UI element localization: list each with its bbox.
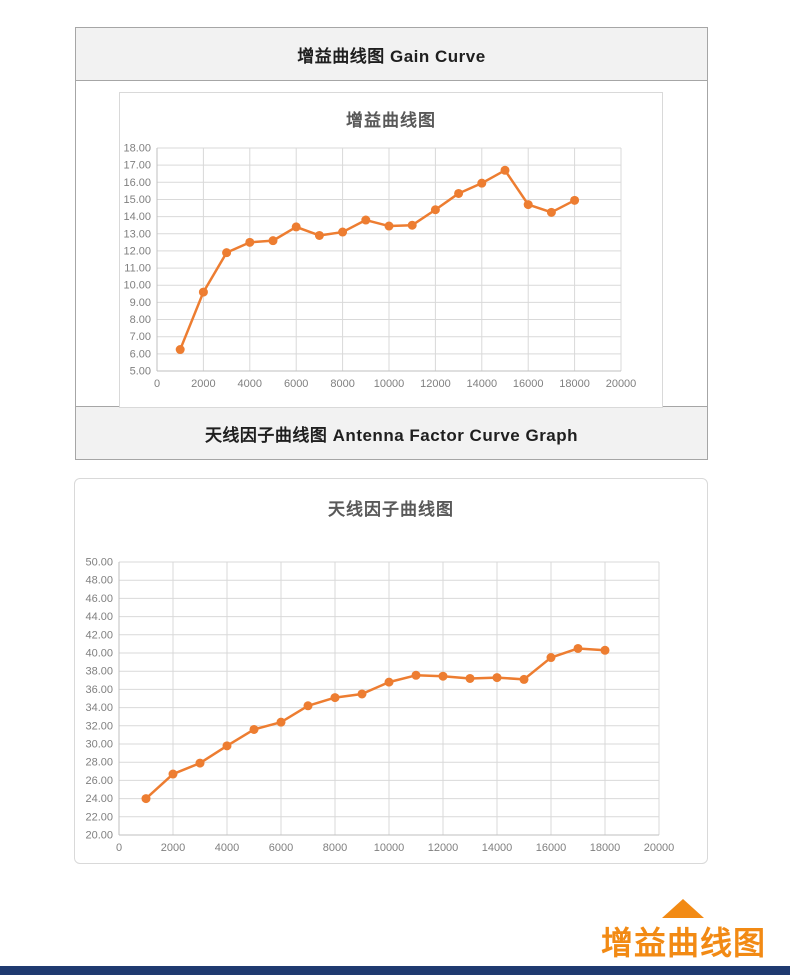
svg-text:13.00: 13.00 xyxy=(123,228,151,240)
svg-text:14000: 14000 xyxy=(467,378,498,390)
svg-text:10000: 10000 xyxy=(374,378,405,390)
svg-text:38.00: 38.00 xyxy=(85,666,113,678)
svg-text:24.00: 24.00 xyxy=(85,793,113,805)
svg-text:4000: 4000 xyxy=(238,378,262,390)
bottom-navy-bar xyxy=(0,966,790,975)
antenna-chart-panel: 天线因子曲线图 20.00 22.00 24.00 26.00 28.00 30.00 32… xyxy=(74,478,708,864)
gain-chart-panel: 增益曲线图 5.00 6.00 7.00 8.00 9.00 10.00 11.00 12.0… xyxy=(119,92,663,408)
svg-text:16000: 16000 xyxy=(513,378,544,390)
svg-text:46.00: 46.00 xyxy=(85,593,113,605)
svg-text:0: 0 xyxy=(116,842,122,854)
svg-text:14000: 14000 xyxy=(482,842,513,854)
svg-text:6000: 6000 xyxy=(269,842,293,854)
svg-text:14.00: 14.00 xyxy=(123,211,151,223)
svg-text:20000: 20000 xyxy=(644,842,675,854)
gain-section-box: 增益曲线图 Gain Curve 增益曲线图 5.00 6.00 7.00 8.00 9… xyxy=(75,27,708,460)
svg-text:10000: 10000 xyxy=(374,842,405,854)
svg-text:16000: 16000 xyxy=(536,842,567,854)
svg-text:8000: 8000 xyxy=(330,378,354,390)
svg-text:16.00: 16.00 xyxy=(123,177,151,189)
svg-text:2000: 2000 xyxy=(161,842,185,854)
svg-text:12000: 12000 xyxy=(420,378,451,390)
svg-text:11.00: 11.00 xyxy=(124,263,151,275)
svg-text:20.00: 20.00 xyxy=(85,830,113,842)
svg-text:5.00: 5.00 xyxy=(130,366,151,378)
svg-text:48.00: 48.00 xyxy=(85,575,113,587)
svg-text:50.00: 50.00 xyxy=(85,557,113,569)
svg-text:0: 0 xyxy=(154,378,160,390)
svg-text:18.00: 18.00 xyxy=(123,143,151,155)
antenna-section-header: 天线因子曲线图 Antenna Factor Curve Graph xyxy=(76,406,707,459)
svg-text:7.00: 7.00 xyxy=(130,331,151,343)
svg-text:8000: 8000 xyxy=(323,842,347,854)
svg-text:4000: 4000 xyxy=(215,842,239,854)
gain-line-chart: 5.00 6.00 7.00 8.00 9.00 10.00 11.00 12.00 13.00… xyxy=(123,143,637,391)
svg-text:18000: 18000 xyxy=(590,842,621,854)
gain-chart-area: 增益曲线图 5.00 6.00 7.00 8.00 9.00 10.00 11.00 12.0… xyxy=(76,81,707,408)
antenna-section-header-label: 天线因子曲线图 Antenna Factor Curve Graph xyxy=(204,425,579,445)
svg-text:40.00: 40.00 xyxy=(85,648,113,660)
svg-text:22.00: 22.00 xyxy=(85,811,113,823)
svg-text:30.00: 30.00 xyxy=(85,739,113,751)
svg-text:9.00: 9.00 xyxy=(130,297,151,309)
svg-text:12.00: 12.00 xyxy=(123,245,151,257)
svg-text:12000: 12000 xyxy=(428,842,459,854)
svg-text:20000: 20000 xyxy=(606,378,637,390)
antenna-chart-title: 天线因子曲线图 xyxy=(328,500,454,519)
svg-text:10.00: 10.00 xyxy=(123,280,151,292)
antenna-factor-line-chart: 20.00 22.00 24.00 26.00 28.00 30.00 32.00 34.00… xyxy=(85,557,675,855)
footer-brand: 增益曲线图 xyxy=(601,899,766,959)
gain-chart-title: 增益曲线图 xyxy=(346,111,436,130)
svg-text:15.00: 15.00 xyxy=(123,194,151,206)
svg-text:36.00: 36.00 xyxy=(85,684,113,696)
triangle-up-icon xyxy=(662,899,705,918)
svg-text:44.00: 44.00 xyxy=(85,611,113,623)
svg-text:26.00: 26.00 xyxy=(85,775,113,787)
svg-text:6000: 6000 xyxy=(284,378,308,390)
svg-text:28.00: 28.00 xyxy=(85,757,113,769)
svg-text:18000: 18000 xyxy=(559,378,590,390)
svg-text:32.00: 32.00 xyxy=(85,720,113,732)
svg-text:8.00: 8.00 xyxy=(130,314,151,326)
gain-section-header-label: 增益曲线图 Gain Curve xyxy=(297,46,486,66)
gain-section-header: 增益曲线图 Gain Curve xyxy=(76,28,707,81)
footer-brand-label: 增益曲线图 xyxy=(600,925,766,961)
svg-text:2000: 2000 xyxy=(191,378,215,390)
svg-text:6.00: 6.00 xyxy=(130,348,151,360)
svg-text:34.00: 34.00 xyxy=(85,702,113,714)
svg-text:17.00: 17.00 xyxy=(123,160,151,172)
svg-text:42.00: 42.00 xyxy=(85,629,113,641)
